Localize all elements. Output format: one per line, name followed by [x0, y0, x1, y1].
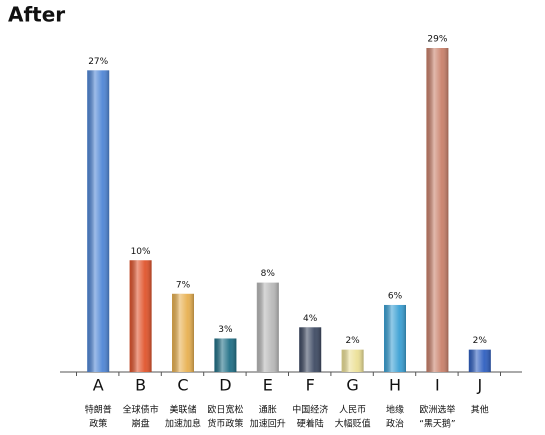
- category-description: 其他: [471, 404, 489, 416]
- x-tick-label: I: [435, 376, 440, 395]
- x-tick-label: E: [263, 376, 273, 395]
- category-description: 地缘: [386, 404, 404, 416]
- bar-shine: [299, 327, 322, 372]
- value-label: 2%: [473, 336, 488, 346]
- category-description: 加速回升: [250, 419, 286, 430]
- category-description: 美联储: [169, 404, 196, 416]
- value-label: 6%: [388, 291, 403, 301]
- x-tick-label: J: [476, 376, 482, 395]
- category-description: 通胀: [259, 405, 277, 416]
- bar-shine: [256, 282, 279, 372]
- category-description: 特朗普: [85, 404, 112, 416]
- value-label: 3%: [218, 325, 233, 335]
- bar-shine: [468, 349, 491, 372]
- bar-shine: [341, 349, 364, 372]
- bar-shine: [129, 260, 152, 372]
- value-label: 4%: [303, 314, 318, 324]
- category-description: 全球债市: [123, 404, 159, 416]
- category-description: 政策: [89, 418, 107, 430]
- category-description: 人民币: [339, 405, 366, 416]
- x-tick-label: A: [93, 376, 104, 395]
- category-description: 硬着陆: [297, 418, 324, 430]
- bar-shine: [87, 70, 110, 373]
- value-label: 2%: [345, 336, 360, 346]
- x-tick-label: F: [306, 376, 315, 395]
- x-tick-label: B: [135, 376, 146, 395]
- category-description: 货币政策: [207, 418, 243, 430]
- category-description: “黑天鹅”: [419, 418, 455, 430]
- x-tick-label: G: [346, 376, 358, 395]
- bar-shine: [426, 48, 449, 372]
- value-label: 10%: [131, 247, 151, 257]
- category-description: 大幅贬值: [335, 418, 371, 430]
- bar-shine: [172, 293, 194, 372]
- category-description: 欧洲选举: [419, 404, 455, 416]
- category-description: 欧日宽松: [207, 404, 243, 416]
- bar-shine: [384, 304, 406, 372]
- value-label: 7%: [176, 280, 191, 290]
- x-tick-label: C: [177, 376, 188, 395]
- chart-title: After: [8, 3, 65, 27]
- bar-shine: [214, 338, 237, 372]
- category-description: 加速加息: [165, 418, 201, 430]
- category-description: 崩盘: [132, 418, 150, 430]
- category-description: 政治: [386, 418, 404, 430]
- value-label: 29%: [427, 35, 447, 45]
- category-description: 中国经济: [292, 404, 328, 416]
- value-label: 27%: [88, 57, 108, 67]
- value-label: 8%: [261, 269, 276, 279]
- x-tick-label: H: [389, 376, 401, 395]
- x-tick-label: D: [219, 376, 231, 395]
